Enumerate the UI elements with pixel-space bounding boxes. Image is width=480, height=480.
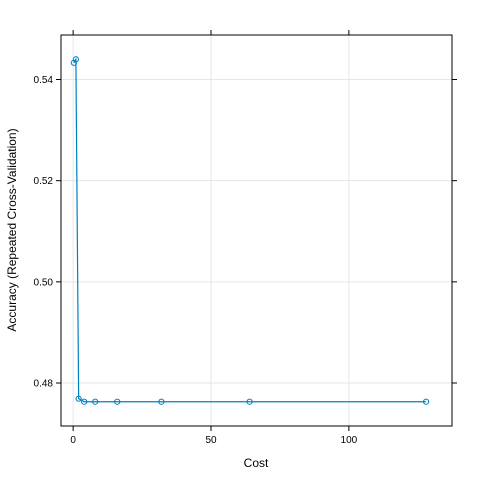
y-tick-label: 0.48 (34, 379, 54, 390)
data-point (92, 398, 99, 405)
ticks: 0 50 100 0.48 0.50 0.52 0.54 (34, 30, 457, 446)
data-point (72, 56, 79, 63)
data-point (75, 395, 82, 402)
series-line (73, 57, 427, 403)
data-point (422, 398, 430, 405)
y-tick-label: 0.52 (34, 176, 54, 187)
data-point (114, 398, 121, 405)
y-tick-label: 0.50 (34, 277, 54, 288)
series-layer (70, 56, 430, 405)
data-point (81, 398, 88, 405)
plot-frame (60, 34, 453, 427)
x-tick-label: 0 (70, 435, 76, 446)
data-point (246, 398, 253, 405)
x-axis-label: Cost (244, 456, 269, 470)
x-tick-label: 50 (205, 435, 217, 446)
y-tick-label: 0.54 (34, 75, 54, 86)
y-axis-label: Accuracy (Repeated Cross-Validation) (5, 128, 19, 331)
x-tick-label: 100 (341, 435, 358, 446)
grid (61, 35, 452, 426)
data-point (158, 398, 165, 405)
